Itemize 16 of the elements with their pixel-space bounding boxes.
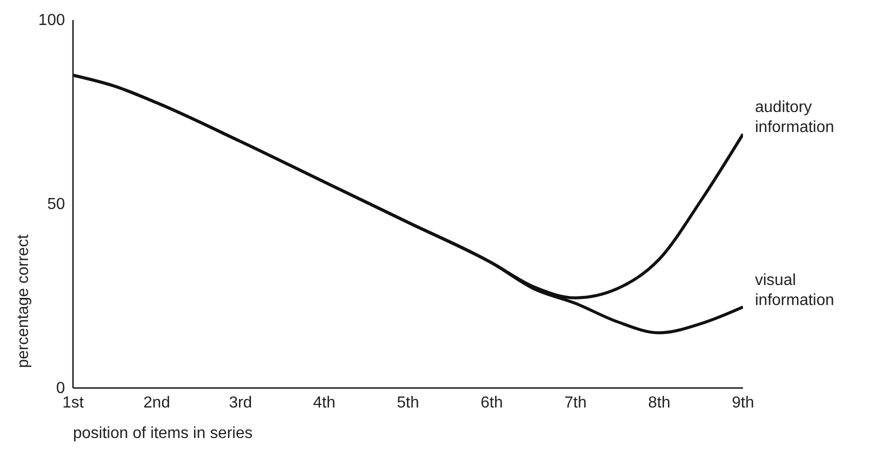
- x-tick-label: 2nd: [143, 394, 170, 412]
- x-tick-label: 6th: [480, 394, 503, 412]
- x-tick-label: 7th: [564, 394, 587, 412]
- series-label: visual information: [755, 272, 834, 310]
- x-tick-label: 9th: [732, 394, 754, 412]
- y-tick-label: 50: [47, 196, 66, 213]
- x-tick-label: 3rd: [228, 394, 252, 412]
- x-tick-label: 1st: [62, 394, 84, 412]
- x-tick-label: 4th: [313, 394, 336, 412]
- y-axis-title: percentage correct: [15, 234, 32, 368]
- x-tick-label: 8th: [648, 394, 670, 412]
- x-tick-label: 5th: [396, 394, 420, 412]
- y-tick-label: 0: [56, 380, 66, 397]
- series-label: auditory information: [755, 99, 834, 136]
- x-axis-title: position of items in series: [73, 425, 253, 442]
- y-tick-label: 100: [38, 12, 66, 29]
